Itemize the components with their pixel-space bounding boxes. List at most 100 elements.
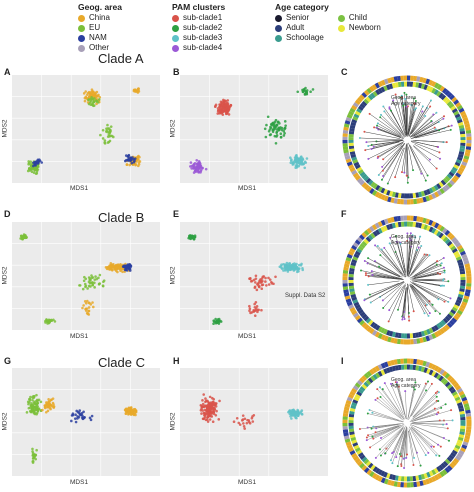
scatter-point xyxy=(248,307,252,311)
scatter-point xyxy=(112,135,115,139)
ring-segment xyxy=(442,96,449,103)
tree-tip xyxy=(435,454,438,457)
tree-tip xyxy=(443,300,446,303)
ring-segment xyxy=(361,383,368,390)
scatter-point xyxy=(243,427,246,430)
ring-segment xyxy=(441,326,448,333)
scatter-point xyxy=(279,136,283,139)
ring-segment xyxy=(428,226,434,233)
tree-tip xyxy=(406,232,409,235)
ring-segment xyxy=(383,471,388,478)
tree-branch xyxy=(400,243,406,273)
ring-segment xyxy=(453,304,460,310)
tree-tip xyxy=(392,99,395,102)
ring-segment xyxy=(357,169,364,175)
tree-branch xyxy=(408,109,415,135)
scatter-point xyxy=(97,282,101,286)
scatter-point xyxy=(98,273,102,277)
tree-tip xyxy=(428,158,431,161)
ring-segment xyxy=(446,100,453,107)
ring-segment xyxy=(349,291,356,296)
tree-tip xyxy=(395,381,398,384)
tree-tip xyxy=(373,126,376,129)
scatter-point xyxy=(121,270,124,274)
scatter-point xyxy=(125,264,129,268)
scatter-point xyxy=(46,319,49,323)
ring-segment xyxy=(345,116,352,122)
tree-tip xyxy=(367,257,370,260)
ring-segment xyxy=(426,188,431,195)
ring-segment xyxy=(353,253,360,259)
tree-branch xyxy=(411,285,436,312)
ring-segment xyxy=(366,87,373,94)
ring-segment xyxy=(365,379,372,386)
ring-segment xyxy=(420,473,426,480)
ring-segment xyxy=(465,289,471,294)
ring-segment xyxy=(394,475,399,481)
ring-segment xyxy=(374,331,380,338)
tree-tip xyxy=(438,454,441,457)
scatter-point xyxy=(92,104,95,108)
ring-segment xyxy=(431,370,437,377)
ring-segment xyxy=(451,108,458,114)
tree-branch xyxy=(396,241,406,276)
tree-tip xyxy=(430,445,433,448)
tree-tip xyxy=(413,456,416,459)
tree-tip xyxy=(388,106,391,109)
legend-swatch xyxy=(172,14,179,22)
ring-segment xyxy=(431,333,437,339)
scatter-point xyxy=(124,268,128,271)
scatter-point xyxy=(254,309,257,312)
tree-tip xyxy=(427,314,430,317)
ring-segment xyxy=(425,335,431,342)
ring-segment xyxy=(439,188,445,195)
scatter-point xyxy=(93,94,97,97)
tree-branch xyxy=(393,427,406,453)
ring-segment xyxy=(346,396,353,402)
scatter-point xyxy=(212,410,215,414)
scatter-point xyxy=(88,416,92,420)
scatter-point xyxy=(248,309,251,313)
ring-segment xyxy=(461,396,468,402)
scatter-point xyxy=(90,88,94,92)
ring-segment xyxy=(464,435,471,440)
ring-segment xyxy=(350,261,357,267)
tree-tip xyxy=(425,303,428,306)
tree-branch xyxy=(407,233,412,276)
scatter-point xyxy=(216,109,220,113)
ring-segment xyxy=(361,92,368,98)
scatter-point xyxy=(226,104,230,107)
ring-segment xyxy=(438,321,444,328)
scatter-point xyxy=(299,410,303,414)
scatter-point xyxy=(264,280,267,283)
tree-branch xyxy=(372,274,403,280)
pam-legend: PAM clusters sub-clade1 sub-clade2 sub-c… xyxy=(172,2,225,53)
ring-segment xyxy=(465,266,471,271)
tree-branch xyxy=(388,283,406,322)
tree-branch xyxy=(407,389,416,418)
tree-branch xyxy=(413,283,445,302)
scatter-point xyxy=(248,277,251,280)
tree-branch xyxy=(409,281,449,303)
tree-tip xyxy=(365,439,368,442)
age-legend: Age category Senior Adult Schoolage Chil… xyxy=(275,2,381,43)
ring-segment xyxy=(361,173,368,180)
tree-tip xyxy=(358,136,361,139)
panel-label: C xyxy=(341,67,348,77)
ring-segment xyxy=(356,248,363,254)
ring-segment xyxy=(415,365,420,371)
scatter-point xyxy=(309,90,312,94)
scatter-point xyxy=(291,161,295,165)
ring-segment xyxy=(343,432,349,437)
tree-branch xyxy=(415,125,452,138)
scatter-point xyxy=(19,234,23,238)
ring-segment xyxy=(451,317,458,324)
tree-tip xyxy=(389,109,392,112)
ring-segment xyxy=(456,244,463,251)
tree-branch xyxy=(407,430,414,465)
scatter-point xyxy=(215,409,218,413)
ring-segment xyxy=(359,179,365,186)
tree-branch xyxy=(406,106,409,135)
scatter-point xyxy=(193,234,197,238)
ring-segment xyxy=(446,92,453,98)
